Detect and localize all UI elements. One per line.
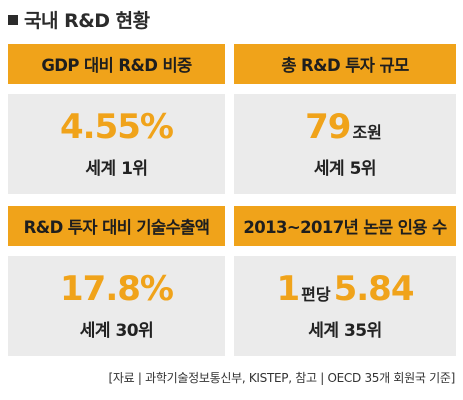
value-row: 17.8% (60, 268, 174, 309)
value-row: 1 편당 5.84 (276, 268, 415, 309)
square-bullet-icon (8, 15, 18, 25)
card-body-paper-citations: 1 편당 5.84 세계 35위 (234, 256, 456, 356)
card-body-tech-export: 17.8% 세계 30위 (8, 256, 225, 356)
value-row: 79 조원 (305, 110, 385, 144)
source-note: [자료 | 과학기술정보통신부, KISTEP, 참고 | OECD 35개 회… (108, 371, 456, 385)
stat-value: 17.8% (60, 268, 174, 309)
value-row: 4.55% (60, 106, 174, 147)
stat-value: 4.55% (60, 106, 174, 147)
stat-unit: 조원 (352, 122, 382, 142)
card-header-total-investment: 총 R&D 투자 규모 (234, 44, 456, 84)
stat-value-prefix: 1 (276, 268, 300, 309)
card-header-tech-export: R&D 투자 대비 기술수출액 (8, 206, 225, 246)
world-rank: 세계 30위 (79, 320, 154, 341)
world-rank: 세계 1위 (85, 158, 148, 179)
card-body-total-investment: 79 조원 세계 5위 (234, 94, 456, 194)
stat-value: 79 (305, 106, 351, 147)
stat-value: 5.84 (333, 268, 415, 309)
world-rank: 세계 5위 (313, 158, 377, 179)
world-rank: 세계 35위 (308, 320, 382, 341)
card-header-gdp-ratio: GDP 대비 R&D 비중 (8, 44, 225, 84)
stat-unit: 편당 (301, 284, 331, 304)
card-body-gdp-ratio: 4.55% 세계 1위 (8, 94, 225, 194)
infographic-title: 국내 R&D 현황 (8, 6, 150, 32)
title-text: 국내 R&D 현황 (24, 9, 150, 32)
card-header-paper-citations: 2013~2017년 논문 인용 수 (234, 206, 456, 246)
